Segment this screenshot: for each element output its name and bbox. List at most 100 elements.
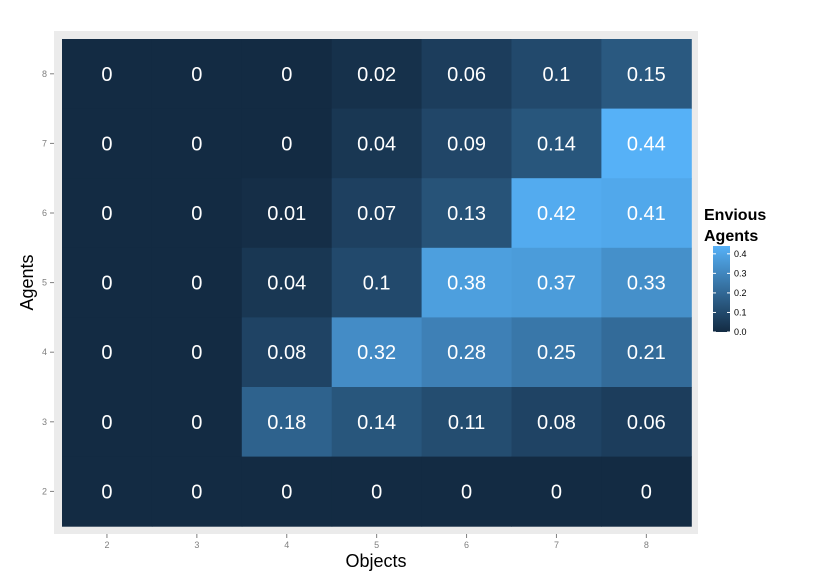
legend-tick-label: 0.0 — [734, 327, 747, 337]
cell-value-label: 0.04 — [267, 273, 306, 295]
heatmap-cell-agents-7-objects-4 — [241, 108, 333, 179]
legend-tick-label: 0.4 — [734, 249, 747, 259]
cell-value-label: 0 — [191, 133, 202, 155]
heatmap-cell-agents-3-objects-6 — [421, 387, 512, 458]
heatmap-cell-agents-4-objects-6 — [421, 317, 512, 388]
legend-tick-label: 0.2 — [734, 288, 747, 298]
legend-ticks: 0.0 0.1 0.2 0.3 0.4 — [713, 249, 747, 337]
heatmap-cell-agents-4-objects-8 — [601, 317, 692, 388]
heatmap-cell-agents-5-objects-8 — [601, 247, 692, 318]
cell-value-label: 0 — [191, 64, 202, 86]
cell-value-label: 0.41 — [627, 203, 666, 225]
heatmap-cell-agents-2-objects-8 — [601, 456, 692, 527]
heatmap-cell-agents-6-objects-8 — [601, 178, 692, 249]
heatmap-cell-agents-4-objects-3 — [151, 317, 243, 388]
heatmap-cell-agents-2-objects-7 — [511, 456, 602, 527]
heatmap-cell-agents-7-objects-6 — [421, 108, 512, 179]
y-tick-label: 2 — [42, 486, 47, 496]
x-tick-label: 2 — [104, 540, 109, 550]
y-tick-label: 5 — [42, 278, 47, 288]
heatmap-cell-labels: 0 0 0 0.02 0.06 0.1 0.15 0 0 0 0.04 0.09 0.14 0.44 0 0 0… — [101, 64, 665, 504]
heatmap-cell-agents-7-objects-5 — [331, 108, 423, 179]
cell-value-label: 0 — [281, 481, 292, 503]
cell-value-label: 0 — [101, 64, 112, 86]
cell-value-label: 0.1 — [363, 273, 391, 295]
heatmap-cell-agents-3-objects-7 — [511, 387, 602, 458]
heatmap-cell-agents-5-objects-4 — [241, 247, 333, 318]
heatmap-cell-agents-8-objects-7 — [511, 39, 602, 110]
cell-value-label: 0.38 — [447, 273, 486, 295]
heatmap-cell-agents-2-objects-3 — [151, 456, 243, 527]
cell-value-label: 0 — [281, 64, 292, 86]
heatmap-cell-agents-6-objects-4 — [241, 178, 333, 249]
heatmap-cell-agents-6-objects-2 — [62, 178, 153, 249]
heatmap-cell-agents-8-objects-3 — [151, 39, 243, 110]
y-tick-label: 3 — [42, 417, 47, 427]
cell-value-label: 0.07 — [357, 203, 396, 225]
cell-value-label: 0.1 — [543, 64, 571, 86]
y-axis-title: Agents — [17, 254, 37, 310]
cell-value-label: 0 — [101, 133, 112, 155]
heatmap-cell-agents-6-objects-6 — [421, 178, 512, 249]
heatmap-cell-agents-3-objects-2 — [62, 387, 153, 458]
heatmap-cell-agents-2-objects-4 — [241, 456, 333, 527]
cell-value-label: 0.33 — [627, 273, 666, 295]
cell-value-label: 0.42 — [537, 203, 576, 225]
cell-value-label: 0.08 — [537, 412, 576, 434]
x-tick-label: 5 — [374, 540, 379, 550]
cell-value-label: 0 — [191, 273, 202, 295]
heatmap-cell-agents-2-objects-5 — [331, 456, 423, 527]
cell-value-label: 0.13 — [447, 203, 486, 225]
heatmap-cell-agents-3-objects-8 — [601, 387, 692, 458]
cell-value-label: 0 — [461, 481, 472, 503]
heatmap-cell-agents-3-objects-4 — [241, 387, 333, 458]
heatmap-cell-agents-7-objects-2 — [62, 108, 153, 179]
heatmap-cell-agents-6-objects-3 — [151, 178, 243, 249]
cell-value-label: 0 — [191, 342, 202, 364]
heatmap-cell-agents-4-objects-5 — [331, 317, 423, 388]
x-tick-label: 8 — [644, 540, 649, 550]
y-axis-ticks: 8 7 6 5 4 3 2 — [42, 69, 54, 496]
cell-value-label: 0.14 — [357, 412, 396, 434]
cell-value-label: 0 — [371, 481, 382, 503]
heatmap-cell-agents-2-objects-2 — [62, 456, 153, 527]
cell-value-label: 0 — [101, 203, 112, 225]
cell-value-label: 0.28 — [447, 342, 486, 364]
cell-value-label: 0 — [641, 481, 652, 503]
heatmap-cell-agents-2-objects-6 — [421, 456, 512, 527]
heatmap-cell-agents-6-objects-5 — [331, 178, 423, 249]
legend-tick-label: 0.3 — [734, 268, 747, 278]
heatmap-cell-agents-5-objects-2 — [62, 247, 153, 318]
cell-value-label: 0 — [101, 342, 112, 364]
heatmap-cells — [62, 39, 692, 527]
heatmap-cell-agents-5-objects-5 — [331, 247, 423, 318]
y-tick-label: 4 — [42, 347, 47, 357]
heatmap-cell-agents-7-objects-3 — [151, 108, 243, 179]
cell-value-label: 0 — [191, 481, 202, 503]
cell-value-label: 0.04 — [357, 133, 396, 155]
cell-value-label: 0.32 — [357, 342, 396, 364]
y-tick-label: 6 — [42, 208, 47, 218]
cell-value-label: 0.08 — [267, 342, 306, 364]
heatmap-cell-agents-8-objects-6 — [421, 39, 512, 110]
cell-value-label: 0 — [191, 203, 202, 225]
heatmap-cell-agents-8-objects-2 — [62, 39, 153, 110]
heatmap-cell-agents-4-objects-4 — [241, 317, 333, 388]
cell-value-label: 0 — [281, 133, 292, 155]
cell-value-label: 0.06 — [447, 64, 486, 86]
cell-value-label: 0.06 — [627, 412, 666, 434]
heatmap-cell-agents-5-objects-7 — [511, 247, 602, 318]
legend-tick-label: 0.1 — [734, 307, 747, 317]
x-tick-label: 6 — [464, 540, 469, 550]
heatmap-cell-agents-5-objects-3 — [151, 247, 243, 318]
x-tick-label: 3 — [194, 540, 199, 550]
cell-value-label: 0 — [551, 481, 562, 503]
heatmap-cell-agents-8-objects-8 — [601, 39, 692, 110]
cell-value-label: 0.18 — [267, 412, 306, 434]
legend-title-line-1: Envious — [704, 207, 766, 224]
legend-title-line-2: Agents — [704, 228, 758, 245]
cell-value-label: 0.01 — [267, 203, 306, 225]
heatmap-cell-agents-3-objects-3 — [151, 387, 243, 458]
cell-value-label: 0.11 — [448, 412, 485, 434]
